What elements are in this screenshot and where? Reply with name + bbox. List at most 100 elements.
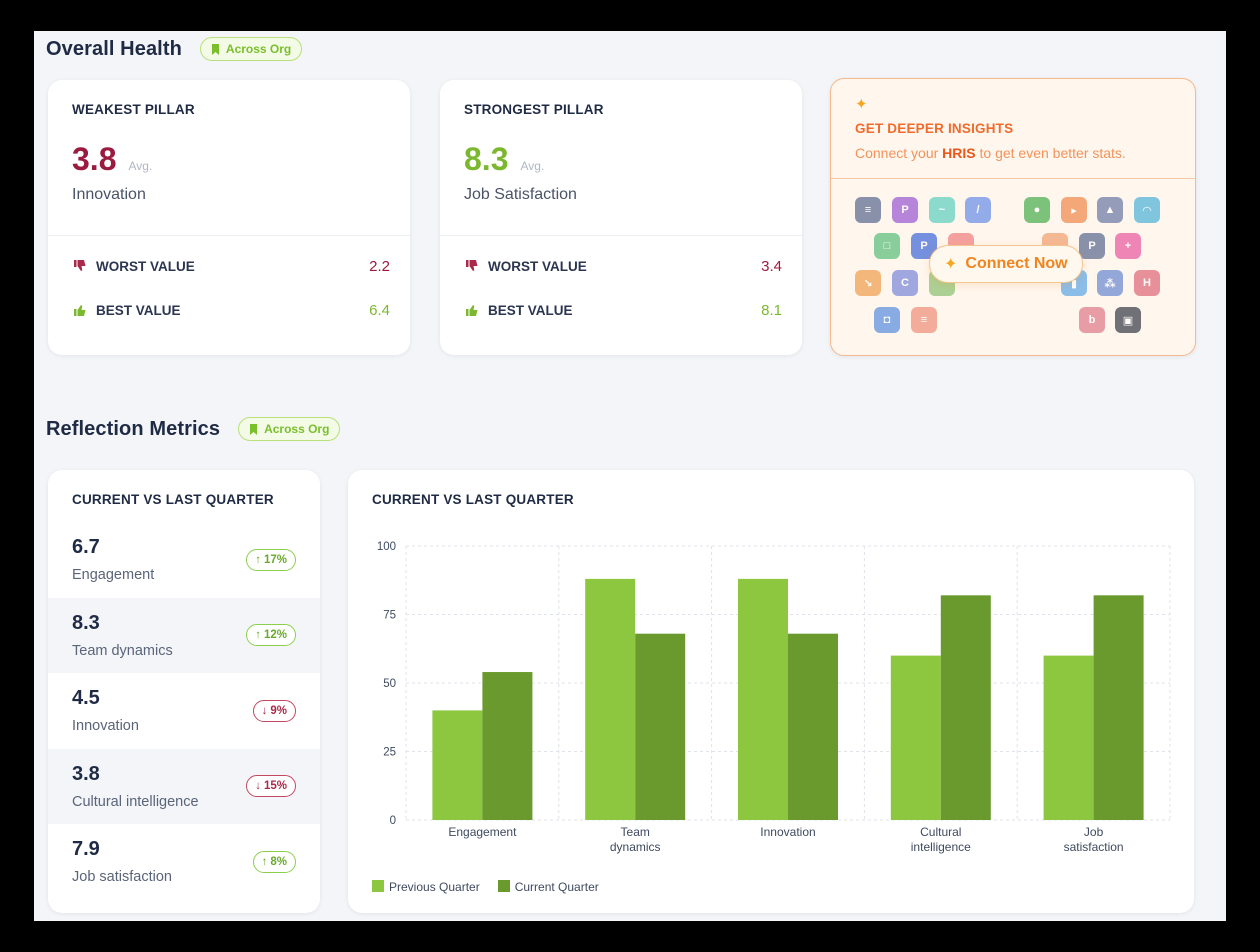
bar-previous-quarter [432,710,483,820]
change-badge: ↑ 12% [246,624,296,647]
change-badge: ↓ 15% [246,775,296,798]
x-tick-label: Job [1084,825,1104,839]
metric-name: Job satisfaction [72,869,172,886]
strongest-pillar-card: STRONGEST PILLAR 8.3 Avg. Job Satisfacti… [440,80,802,355]
worst-value: 2.2 [369,257,390,275]
integration-logo-13: P [1079,233,1105,259]
weakest-pillar-label: WEAKEST PILLAR [72,102,195,117]
integration-logo-4: / [965,197,991,223]
change-value: 12% [263,629,287,642]
bar-previous-quarter [738,578,788,820]
legend-label: Previous Quarter [389,880,480,894]
change-badge: ↑ 8% [252,850,296,873]
bar-current-quarter [482,672,533,820]
avg-label: Avg. [128,159,153,173]
change-badge: ↓ 9% [252,699,296,722]
integration-logo-6: ▸ [1061,197,1087,223]
integration-logo-16: C [892,270,918,296]
bar-previous-quarter [890,655,941,820]
change-badge: ↑ 17% [246,548,296,571]
metric-name: Innovation [72,718,139,735]
bar-previous-quarter [1043,655,1094,820]
integration-logo-21: ◘ [874,307,900,333]
overall-health-title: Overall Health [46,37,182,60]
change-value: 17% [263,553,287,566]
best-value-row: BEST VALUE 8.1 [464,288,782,332]
legend-item[interactable]: Previous Quarter [372,880,480,894]
metric-value: 3.8 [72,762,100,785]
insights-subtitle: Connect your HRIS to get even better sta… [855,145,1126,161]
integration-logo-19: ⁂ [1097,270,1123,296]
legend-swatch [372,880,384,892]
strongest-pillar-label: STRONGEST PILLAR [464,102,604,117]
strongest-pillar-score: 8.3 [464,141,509,177]
integration-logo-14: + [1115,233,1141,259]
y-tick-label: 25 [383,747,396,759]
integration-logo-20: H [1134,270,1160,296]
across-org-pill[interactable]: Across Org [199,37,303,61]
metric-value: 6.7 [72,536,100,559]
metric-row[interactable]: 3.8 Cultural intelligence ↓ 15% [48,748,320,824]
chart-title: CURRENT VS LAST QUARTER [372,492,574,507]
metric-row[interactable]: 7.9 Job satisfaction ↑ 8% [48,824,320,900]
metric-name: Team dynamics [72,642,173,659]
bookmark-icon [250,423,258,435]
integration-logo-23: b [1079,307,1105,333]
best-value-label: BEST VALUE [488,302,573,318]
strongest-pillar-name: Job Satisfaction [464,186,577,203]
arrow-down-icon: ↓ [255,780,261,793]
bar-current-quarter [635,633,686,820]
best-value: 8.1 [761,301,782,319]
metrics-list-title: CURRENT VS LAST QUARTER [72,492,274,507]
quarter-comparison-chart-card: CURRENT VS LAST QUARTER 0 25 50 75 100 Engage… [348,470,1194,913]
legend-swatch [497,880,510,892]
x-tick-label: Engagement [448,825,517,839]
overall-health-header: Overall Health Across Org [46,37,303,61]
change-value: 15% [263,780,287,793]
integration-logo-5: ● [1024,197,1050,223]
reflection-metrics-header: Reflection Metrics Across Org [46,417,341,441]
worst-value-label: WORST VALUE [488,258,587,274]
thumbs-down-icon [74,260,86,271]
change-value: 8% [270,855,287,868]
weakest-pillar-score: 3.8 [72,141,117,177]
integration-logo-3: ~ [929,197,955,223]
avg-label: Avg. [520,159,545,173]
y-tick-label: 75 [383,610,396,622]
legend-item[interactable]: Current Quarter [497,880,599,894]
thumbs-up-icon [466,305,478,316]
metric-row[interactable]: 6.7 Engagement ↑ 17% [48,522,320,598]
x-tick-label: dynamics [610,840,661,854]
metric-value: 7.9 [72,838,100,861]
worst-value-row: WORST VALUE 2.2 [72,244,390,288]
integration-logo-9: □ [874,233,900,259]
connect-now-button[interactable]: ✦ Connect Now [929,245,1083,283]
change-value: 9% [270,704,287,717]
thumbs-down-icon [466,260,478,271]
bookmark-icon [211,43,219,55]
integration-logo-8: ◠ [1134,197,1160,223]
x-tick-label: Innovation [760,825,815,839]
integration-logo-1: ≡ [855,197,881,223]
y-tick-label: 100 [377,541,396,553]
across-org-pill[interactable]: Across Org [238,417,341,441]
metric-row[interactable]: 8.3 Team dynamics ↑ 12% [48,597,320,673]
bar-current-quarter [788,633,838,820]
metric-row[interactable]: 4.5 Innovation ↓ 9% [48,673,320,749]
metric-name: Cultural intelligence [72,793,199,810]
best-value-row: BEST VALUE 6.4 [72,288,390,332]
bar-current-quarter [1093,595,1144,820]
quarter-metrics-list-card: CURRENT VS LAST QUARTER 6.7 Engagement ↑ 17… [48,470,320,913]
reflection-metrics-title: Reflection Metrics [46,417,221,440]
best-value: 6.4 [369,301,390,319]
worst-value-label: WORST VALUE [96,258,195,274]
thumbs-up-icon [74,305,86,316]
worst-value-row: WORST VALUE 3.4 [464,244,782,288]
across-org-pill-label: Across Org [264,422,330,436]
arrow-up-icon: ↑ [255,629,261,642]
chart-legend: Previous Quarter Current Quarter [372,880,599,894]
x-tick-label: Team [621,825,650,839]
best-value-label: BEST VALUE [96,302,181,318]
metric-name: Engagement [72,567,155,584]
